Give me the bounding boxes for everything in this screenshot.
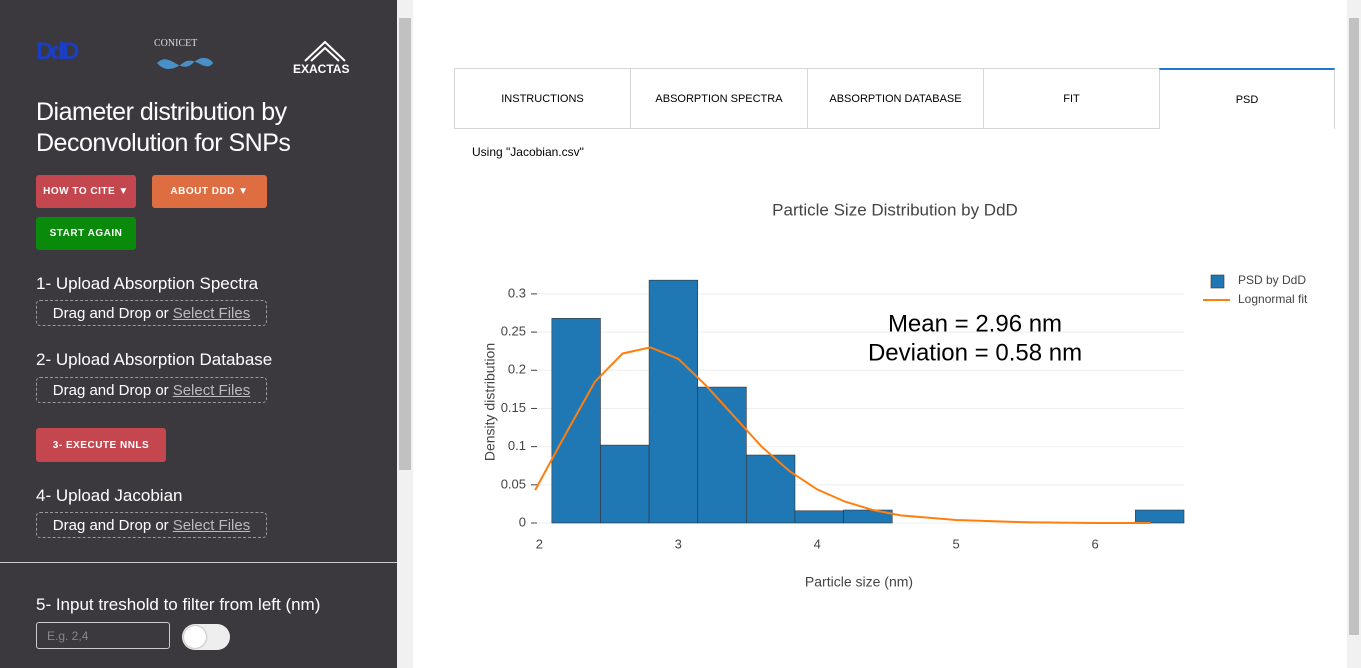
step-label: 4- Upload Jacobian — [36, 486, 183, 505]
execute-button[interactable]: 3- EXECUTE NNLS — [36, 428, 166, 462]
restart-button[interactable]: START AGAIN — [36, 217, 136, 250]
annotation: Deviation = 0.58 nm — [868, 339, 1082, 366]
toggle[interactable] — [182, 624, 230, 650]
tab[interactable]: ABSORPTION DATABASE — [807, 68, 984, 129]
legend-swatch — [1210, 274, 1225, 289]
toggle-knob — [184, 626, 206, 648]
x-tick-label: 4 — [814, 536, 821, 551]
x-axis-label: Particle size (nm) — [805, 574, 913, 590]
chart-title: Particle Size Distribution by DdD — [772, 200, 1018, 219]
tab[interactable]: FIT — [983, 68, 1160, 129]
select-link[interactable]: Select Files — [172, 381, 251, 399]
logo-exactas: EXACTAS — [293, 62, 350, 76]
histogram-bar — [843, 509, 893, 524]
logo-ddd: DdD — [36, 38, 79, 65]
legend-label: PSD by DdD — [1238, 273, 1306, 287]
scrollbar[interactable] — [397, 0, 413, 668]
legend-label: Lognormal fit — [1238, 292, 1308, 306]
x-tick-label: 3 — [675, 536, 682, 551]
histogram-bar — [551, 318, 601, 524]
annotation: Mean = 2.96 nm — [888, 310, 1062, 337]
drop-text: Drag and Drop or — [52, 516, 169, 534]
y-tick-label: 0.2 — [508, 362, 526, 377]
y-axis-label: Density distribution — [482, 343, 498, 461]
histogram-bar — [648, 279, 699, 524]
x-tick-label: 2 — [536, 536, 543, 551]
status-text: Using "Jacobian.csv" — [472, 145, 584, 159]
upload-box[interactable]: Drag and Drop or Select Files — [36, 512, 267, 538]
fit-line — [534, 346, 1151, 524]
drop-text: Drag and Drop or — [52, 304, 169, 322]
step-label: 5- Input treshold to filter from left (n… — [36, 595, 321, 614]
scroll-thumb[interactable] — [1349, 18, 1359, 635]
conicet-mark — [157, 57, 213, 70]
tab[interactable]: INSTRUCTIONS — [454, 68, 631, 129]
threshold-input[interactable]: E.g. 2,4 — [36, 622, 170, 649]
select-link[interactable]: Select Files — [172, 304, 251, 322]
chart: Particle Size Distribution by DdD Partic… — [482, 200, 1308, 590]
histogram-bar — [794, 510, 844, 524]
x-tick-label: 5 — [953, 536, 960, 551]
y-tick-label: 0.3 — [508, 285, 526, 300]
drop-text: Drag and Drop or — [52, 381, 169, 399]
histogram-bar — [697, 386, 747, 524]
logo-conicet: CONICET — [154, 38, 198, 49]
x-tick-label: 6 — [1091, 536, 1098, 551]
divider — [0, 562, 397, 563]
about-button[interactable]: ABOUT DDD ▼ — [152, 175, 267, 208]
y-tick-label: 0.15 — [501, 400, 526, 415]
upload-box[interactable]: Drag and Drop or Select Files — [36, 377, 267, 403]
y-tick-label: 0.1 — [508, 438, 526, 453]
sidebar: DdD CONICET EXACTAS Diameter distributio… — [0, 0, 397, 668]
app-title: Diameter distribution by Deconvolution f… — [36, 98, 291, 157]
select-link[interactable]: Select Files — [172, 516, 251, 534]
histogram-bar — [600, 444, 650, 524]
tab-active[interactable]: PSD — [1159, 68, 1335, 129]
step-label: 1- Upload Absorption Spectra — [36, 274, 259, 293]
tab[interactable]: ABSORPTION SPECTRA — [630, 68, 808, 129]
scrollbar[interactable] — [1347, 0, 1361, 668]
upload-box[interactable]: Drag and Drop or Select Files — [36, 300, 267, 326]
step-label: 2- Upload Absorption Database — [36, 350, 273, 369]
histogram-bar — [1135, 509, 1185, 524]
scroll-thumb[interactable] — [399, 18, 411, 470]
histogram-bar — [746, 454, 796, 524]
y-tick-label: 0.05 — [501, 476, 526, 491]
y-tick-label: 0.25 — [501, 324, 526, 339]
y-tick-label: 0 — [519, 514, 526, 529]
exactas-mark — [304, 40, 346, 62]
cite-button[interactable]: HOW TO CITE ▼ — [36, 175, 136, 208]
